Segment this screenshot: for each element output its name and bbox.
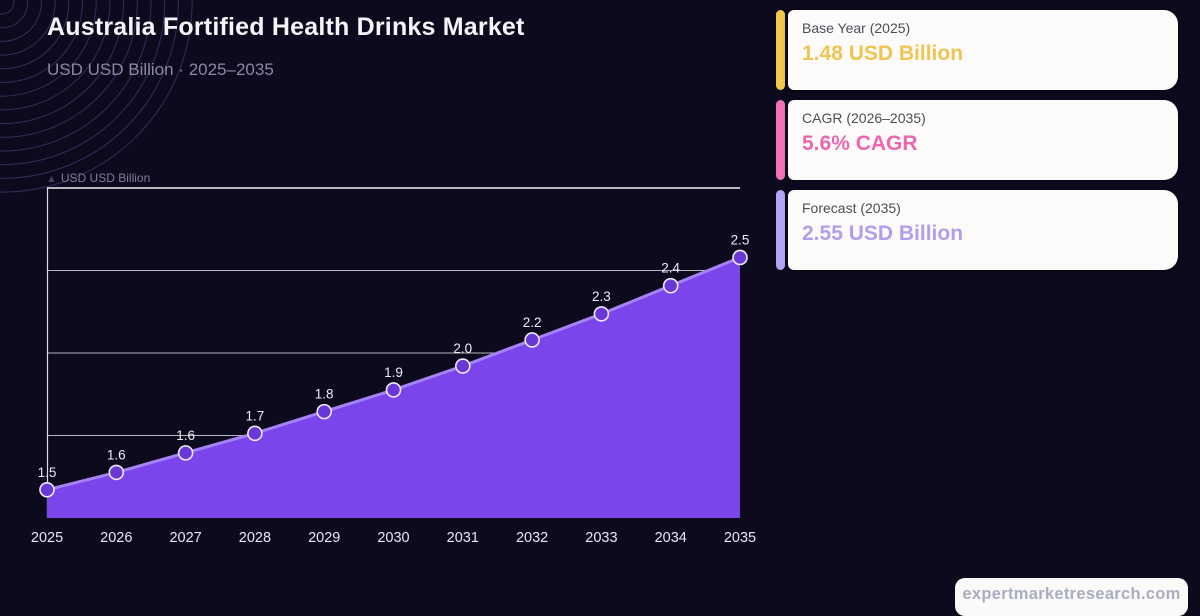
stat-card-forecast: Forecast (2035) 2.55 USD Billion	[776, 190, 1178, 270]
x-tick-label: 2033	[585, 530, 617, 546]
card-value: 2.55 USD Billion	[802, 222, 964, 245]
point-label: 1.7	[246, 408, 265, 423]
x-tick-label: 2030	[377, 530, 409, 546]
point-label: 2.3	[592, 289, 611, 304]
x-tick-label: 2028	[239, 530, 271, 546]
x-tick-label: 2032	[516, 530, 548, 546]
watermark-badge: expertmarketresearch.com	[955, 578, 1188, 616]
x-tick-label: 2029	[308, 530, 340, 546]
x-tick-label: 2035	[724, 530, 756, 546]
y-axis-caption: ▲ USD USD Billion	[46, 171, 150, 185]
page-subtitle: USD USD Billion · 2025–2035	[47, 60, 274, 79]
point-label: 2.5	[731, 232, 750, 247]
point-label: 1.9	[384, 365, 403, 380]
point-label: 2.0	[453, 341, 472, 356]
y-axis-caption-text: USD USD Billion	[60, 171, 151, 185]
card-accent-bar	[776, 190, 785, 270]
stat-card-cagr: CAGR (2026–2035) 5.6% CAGR	[776, 100, 1178, 180]
card-value: 1.48 USD Billion	[802, 42, 964, 65]
card-label: CAGR (2026–2035)	[802, 110, 926, 126]
card-value: 5.6% CAGR	[802, 132, 918, 155]
card-accent-bar	[776, 100, 785, 180]
point-label: 1.5	[38, 465, 57, 480]
x-tick-label: 2027	[169, 530, 201, 546]
point-label: 2.4	[661, 261, 680, 276]
card-label: Base Year (2025)	[802, 20, 911, 36]
card-label: Forecast (2035)	[802, 200, 901, 216]
stat-card-base-year: Base Year (2025) 1.48 USD Billion	[776, 10, 1178, 90]
x-tick-label: 2034	[655, 530, 687, 546]
market-area-chart: 1.5 2025 1.6 2026 1.6 2027 1.7 2028 1.8 2029 1.9 20…	[31, 187, 756, 546]
point-label: 1.6	[107, 447, 126, 462]
point-label: 1.8	[315, 387, 334, 402]
page-title: Australia Fortified Health Drinks Market	[47, 13, 525, 41]
triangle-up-icon: ▲	[46, 173, 57, 185]
x-tick-label: 2031	[447, 530, 479, 546]
point-label: 2.2	[523, 315, 542, 330]
point-label: 1.6	[176, 428, 195, 443]
watermark-text: expertmarketresearch.com	[962, 585, 1181, 603]
x-tick-label: 2026	[100, 530, 132, 546]
x-tick-label: 2025	[31, 530, 63, 546]
card-accent-bar	[776, 10, 785, 90]
stat-cards: Base Year (2025) 1.48 USD Billion CAGR (…	[776, 10, 1178, 270]
